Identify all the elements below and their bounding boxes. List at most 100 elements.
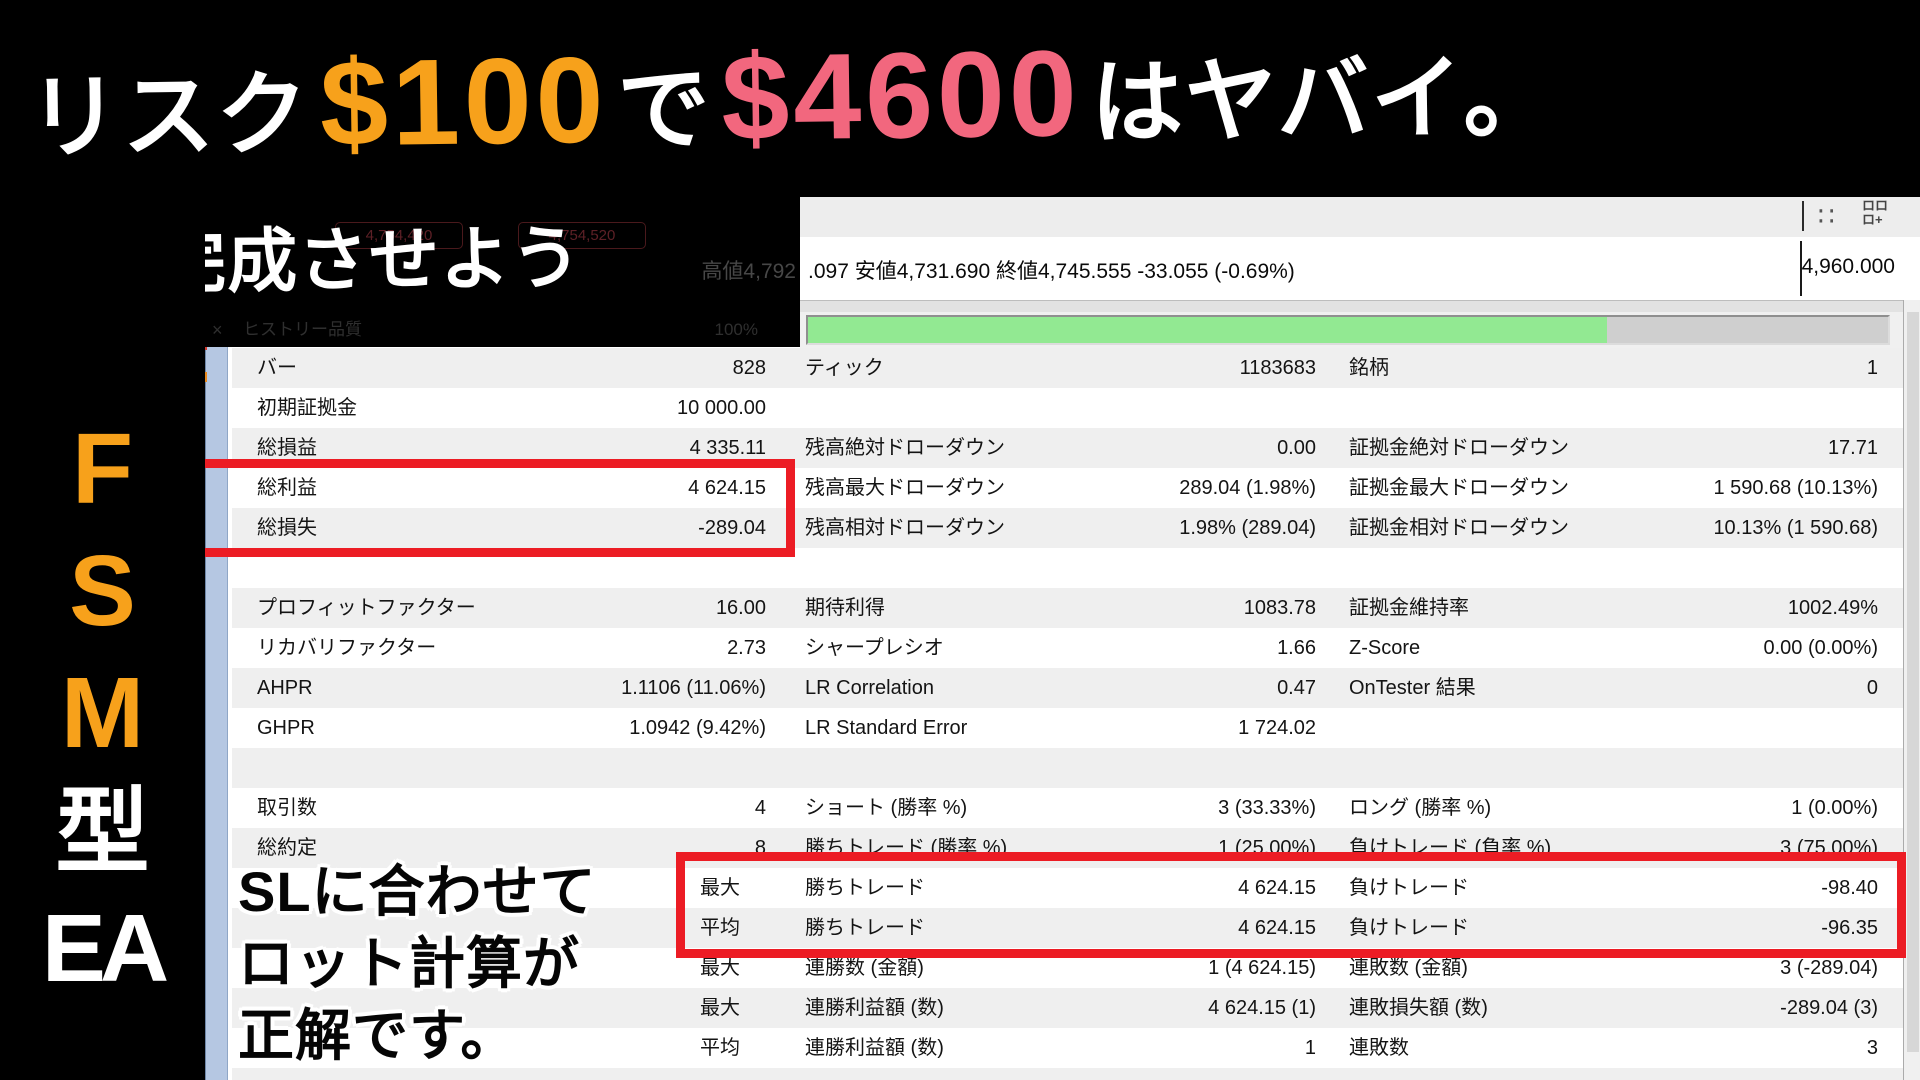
table-row: バー 828 ティック 1183683 銘柄 1 [232,348,1903,388]
table-row: 初期証拠金 10 000.00 [232,388,1903,428]
metric-label: 連勝利益額 (数) [805,1037,944,1059]
ghost-high-price-text: 高値4,792 [701,260,796,283]
metric-label: AHPR [257,677,313,699]
metric-label: 連敗数 (金額) [1349,957,1468,979]
sl-note-line: ロット計算が [238,932,580,995]
metric-label: ロング (勝率 %) [1349,797,1492,819]
table-row: プロフィットファクター 16.00 期待利得 1083.78 証拠金維持率 1002.49… [232,588,1903,628]
metric-value: -96.35 [1821,917,1878,939]
grid-dots-icon[interactable]: ∷ [1818,201,1837,231]
headline-segment: $100 [319,31,609,172]
metric-value: 1183683 [1239,357,1316,379]
history-quality-percent: 100% [714,320,758,339]
metric-value: 4 335.11 [689,437,766,459]
metric-value: 1 (4 624.15) [1208,957,1316,979]
table-row: 総損益 4 335.11 残高絶対ドローダウン 0.00 証拠金絶対ドローダウン 17.7… [232,428,1903,468]
metric-value: 0.00 (0.00%) [1763,637,1878,659]
metric-value: 2.73 [727,637,766,659]
metric-label: 負けトレード [1349,877,1469,899]
sl-lot-annotation: SLに合わせて ロット計算が 正解です。 [238,856,597,1072]
metric-value: 10 000.00 [677,397,766,419]
metric-value: 1002.49% [1787,597,1878,619]
table-row: AHPR 1.1106 (11.06%) LR Correlation 0.47 OnT… [232,668,1903,708]
metric-value: 1 590.68 (10.13%) [1713,477,1878,499]
metric-label: 勝ちトレード [805,917,925,939]
scrollbar-thumb[interactable] [1907,312,1919,1052]
progress-fill [808,317,1608,343]
metric-value: 1 [1866,357,1878,379]
metric-label: 銘柄 [1349,357,1389,379]
row-prefix-label: 最大 [700,877,740,899]
metric-label: ショート (勝率 %) [805,797,968,819]
table-row [232,748,1903,788]
metric-value: 1.66 [1277,637,1316,659]
metric-label: 証拠金最大ドローダウン [1349,477,1569,499]
highlight-box-win-loss-trades [676,852,1906,958]
headline-segment: で [616,58,713,162]
metric-label: GHPR [257,717,315,739]
ghost-price-box-2: 4,754,520 [518,222,646,249]
backtest-report-table: バー 828 ティック 1183683 銘柄 1 初期証拠金 10 000.00 総損益 4 33… [232,348,1903,1080]
table-row [232,1068,1903,1080]
metric-label: シャープレシオ [805,637,944,659]
price-info-bar: .097 安値4,731.690 終値4,745.555 -33.055 (-0… [800,237,1920,300]
metric-label: LR Standard Error [805,717,968,739]
vertical-scrollbar[interactable] [1903,300,1920,1080]
table-row: 最大 連勝利益額 (数) 4 624.15 (1) 連敗損失額 (数) -289.04 … [232,988,1903,1028]
table-row: GHPR 1.0942 (9.42%) LR Standard Error 1 724… [232,708,1903,748]
metric-value: 0.00 [1277,437,1316,459]
table-row: 取引数 4 ショート (勝率 %) 3 (33.33%) ロング (勝率 %) 1 (0.… [232,788,1903,828]
sl-note-line: SLに合わせて [238,860,597,923]
table-row: 最大 勝ちトレード 4 624.15 負けトレード -98.40 [232,868,1903,908]
metric-label: LR Correlation [805,677,934,699]
metric-value: -289.04 (3) [1780,997,1878,1019]
ghost-price-box-1: 4,754,420 [335,222,463,249]
history-quality-label: ヒストリー品質 [243,320,362,339]
highlight-box-gross-profit-loss [192,459,795,557]
metric-value: 10.13% (1 590.68) [1713,517,1878,539]
metric-value: 3 (33.33%) [1218,797,1316,819]
metric-label: 総損益 [257,437,317,459]
metric-label: ティック [805,357,884,379]
table-row: 総利益 4 624.15 残高最大ドローダウン 289.04 (1.98%) 証拠金最大… [232,468,1903,508]
metric-label: 連勝数 (金額) [805,957,924,979]
metric-value: 1 (0.00%) [1791,797,1878,819]
table-row: リカバリファクター 2.73 シャープレシオ 1.66 Z-Score 0.00 (0.0… [232,628,1903,668]
metric-value: -289.04 [698,517,766,539]
metric-value: 4 624.15 [1238,877,1316,899]
metric-label: 残高最大ドローダウン [805,477,1005,499]
metric-label: 取引数 [257,797,317,819]
metric-label: プロフィットファクター [257,597,476,619]
metric-label: OnTester 結果 [1349,677,1476,699]
toolbar-separator [1802,201,1804,231]
metric-label: 連勝利益額 (数) [805,997,944,1019]
window-panes-icon[interactable]: ロロ ロ+ [1862,198,1889,227]
metric-label: 連敗数 [1349,1037,1409,1059]
metric-label: 初期証拠金 [257,397,357,419]
metric-value: 1.1106 (11.06%) [621,677,766,699]
metric-value: 4 624.15 [688,477,766,499]
metric-value: 1 724.02 [1238,717,1316,739]
metric-label: 総損失 [257,517,317,539]
left-vertical-band: F S M 型 EA [0,197,205,1080]
row-prefix-label: 平均 [700,917,740,939]
sl-note-line: 正解です。 [238,1004,518,1067]
metric-value: 1083.78 [1243,597,1316,619]
metric-value: 17.71 [1827,437,1878,459]
metric-value: 289.04 (1.98%) [1179,477,1316,499]
metric-label: 残高相対ドローダウン [805,517,1005,539]
panel-divider [800,300,1920,312]
metric-label: 負けトレード [1349,917,1469,939]
history-quality-row [800,312,1920,348]
metric-value: 0 [1866,677,1878,699]
metric-value: 4 [754,797,766,819]
headline-segment: リスク [27,63,311,170]
mt5-toolbar: ∷ ロロ ロ+ [800,195,1920,237]
band-letter: EA [41,895,169,1002]
close-icon[interactable]: × [212,320,223,340]
metric-value: 8 [754,837,766,859]
band-letter: M [60,657,145,769]
metric-label: Z-Score [1349,637,1421,659]
price-scale-value: 4,960.000 [1801,255,1895,278]
